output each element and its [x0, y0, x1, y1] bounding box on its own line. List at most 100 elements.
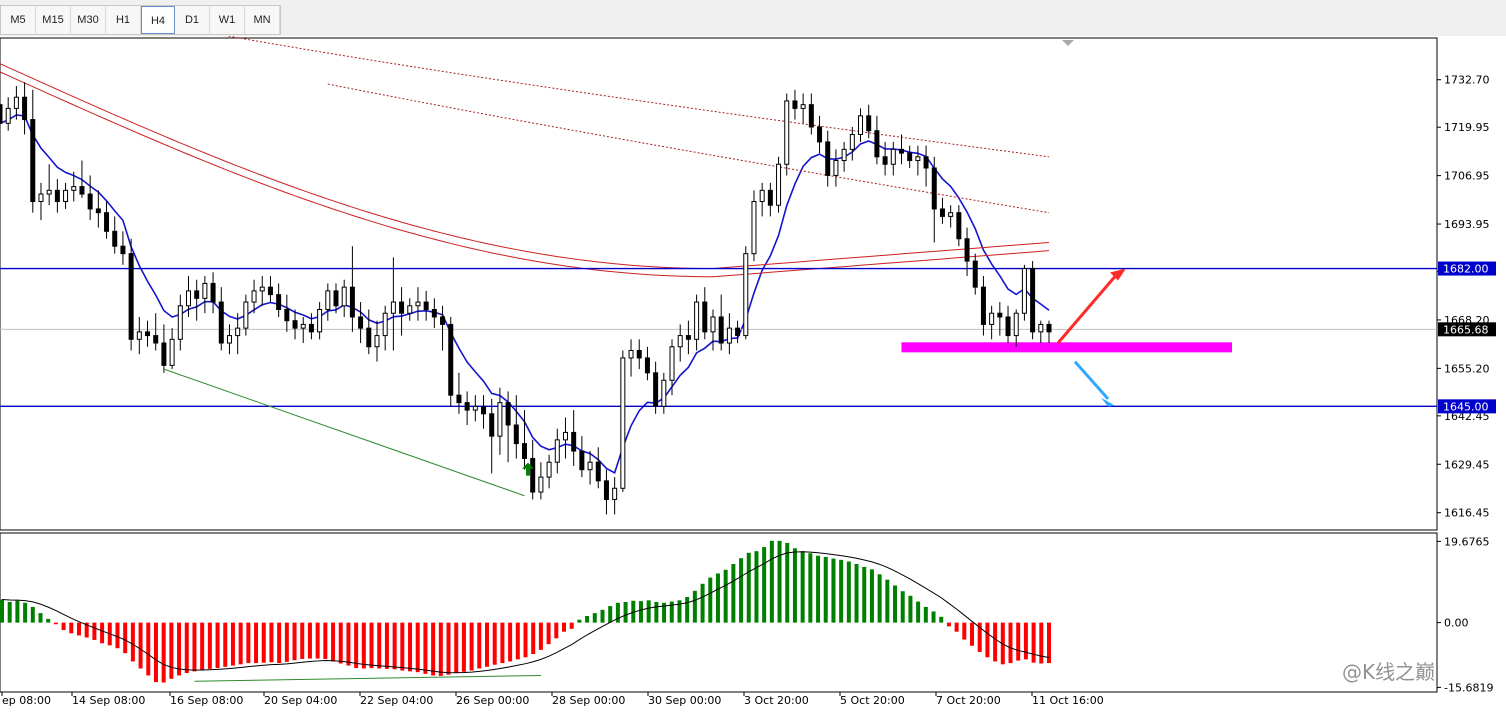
bull-candle-body [669, 346, 675, 381]
bear-candle-body [595, 461, 601, 482]
candle [185, 275, 191, 317]
histogram-bar [946, 622, 951, 627]
candle [456, 372, 462, 414]
candle [399, 287, 405, 336]
candle [177, 294, 183, 351]
bull-candle-body [620, 357, 626, 489]
bull-candle-body [177, 305, 183, 340]
histogram-bar [746, 552, 751, 623]
candle [915, 145, 921, 176]
candle [292, 309, 298, 340]
candle [136, 316, 142, 355]
candle [194, 279, 200, 321]
candle [620, 350, 626, 493]
candle [251, 279, 257, 314]
histogram-bar [408, 622, 413, 672]
candle [218, 287, 224, 351]
bull-candle-body [415, 301, 421, 307]
bull-candle-body [759, 189, 765, 203]
current-price-tag [1438, 322, 1496, 337]
bear-candle-body [358, 316, 364, 329]
candle [931, 156, 937, 243]
histogram-bar [153, 622, 158, 683]
x-tick-label: 11 Oct 16:00 [1032, 694, 1104, 707]
histogram-bar [230, 622, 235, 666]
candle [202, 275, 208, 314]
candle [308, 313, 314, 340]
timeframe-m5[interactable]: M5 [1, 6, 36, 34]
histogram-bar [400, 622, 405, 671]
histogram-bar [200, 622, 205, 670]
candle [235, 313, 241, 355]
toolbar: M5 M15 M30 H1 H4 D1 W1 MN [0, 0, 1506, 36]
histogram-bar [808, 553, 813, 623]
candle [546, 454, 552, 489]
timeframe-h4[interactable]: H4 [141, 6, 175, 34]
candle [374, 320, 380, 362]
histogram-bar [638, 601, 643, 623]
histogram-bar [823, 556, 828, 623]
histogram-bar [708, 577, 713, 623]
timeframe-w1[interactable]: W1 [210, 6, 245, 34]
bear-candle-body [194, 290, 200, 299]
histogram-bar [261, 622, 266, 663]
timeframe-mn[interactable]: MN [245, 6, 280, 34]
histogram-bar [0, 599, 4, 623]
histogram-bar [692, 590, 697, 623]
histogram-bar [223, 622, 228, 667]
candle [759, 182, 765, 217]
candle [349, 246, 355, 332]
horizontal-levels[interactable] [0, 267, 1437, 408]
y-tick-label: 1732.70 [1444, 74, 1490, 87]
bull-candle-body [136, 331, 142, 340]
candle [784, 93, 790, 176]
bear-candle-body [87, 193, 93, 210]
watermark-text: @K线之巅 [1342, 660, 1436, 684]
up-arrow-head [1110, 268, 1126, 281]
candle [866, 104, 872, 139]
bull-candle-body [554, 439, 560, 463]
bull-candle-body [751, 201, 757, 255]
histogram-bar [169, 622, 174, 679]
chart-canvas[interactable]: 1732.701719.951706.951693.951681.201668.… [0, 36, 1506, 713]
slow-ma-lower [0, 71, 1050, 278]
histogram-bar [785, 542, 790, 623]
candle [120, 231, 126, 265]
bull-candle-body [341, 286, 347, 307]
candle [661, 372, 667, 414]
histogram-bar [461, 622, 466, 672]
histogram-bar [854, 563, 859, 623]
histogram-bar [1039, 622, 1044, 664]
timeframe-m15[interactable]: M15 [36, 6, 71, 34]
candle [890, 141, 896, 176]
bear-candle-body [128, 253, 134, 340]
osc-y-tick-label: -15.6819 [1444, 681, 1493, 694]
candle [284, 294, 290, 332]
support-zone [901, 342, 1232, 353]
timeframe-d1[interactable]: D1 [175, 6, 210, 34]
bull-candle-body [726, 327, 732, 344]
candle [538, 462, 544, 500]
bull-candle-body [243, 301, 249, 329]
bear-candle-body [735, 327, 741, 337]
bear-candle-body [718, 316, 724, 344]
bull-candle-body [661, 379, 667, 407]
candle [710, 309, 716, 351]
bull-candle-body [546, 461, 552, 478]
candle [530, 439, 536, 500]
histogram-bar [623, 601, 628, 623]
histogram-bar [346, 622, 351, 666]
histogram-bar [931, 611, 936, 623]
histogram-bar [284, 622, 289, 662]
histogram-bar [492, 622, 497, 665]
timeframe-h1[interactable]: H1 [106, 6, 141, 34]
bull-candle-body [694, 301, 700, 340]
bear-candle-body [767, 189, 773, 206]
candle [112, 216, 118, 254]
candle [63, 182, 69, 209]
candle [964, 227, 970, 276]
timeframe-m30[interactable]: M30 [71, 6, 106, 34]
histogram-bar [777, 540, 782, 623]
bull-candle-body [235, 327, 241, 337]
buy-signal-arrow-icon [522, 462, 534, 476]
